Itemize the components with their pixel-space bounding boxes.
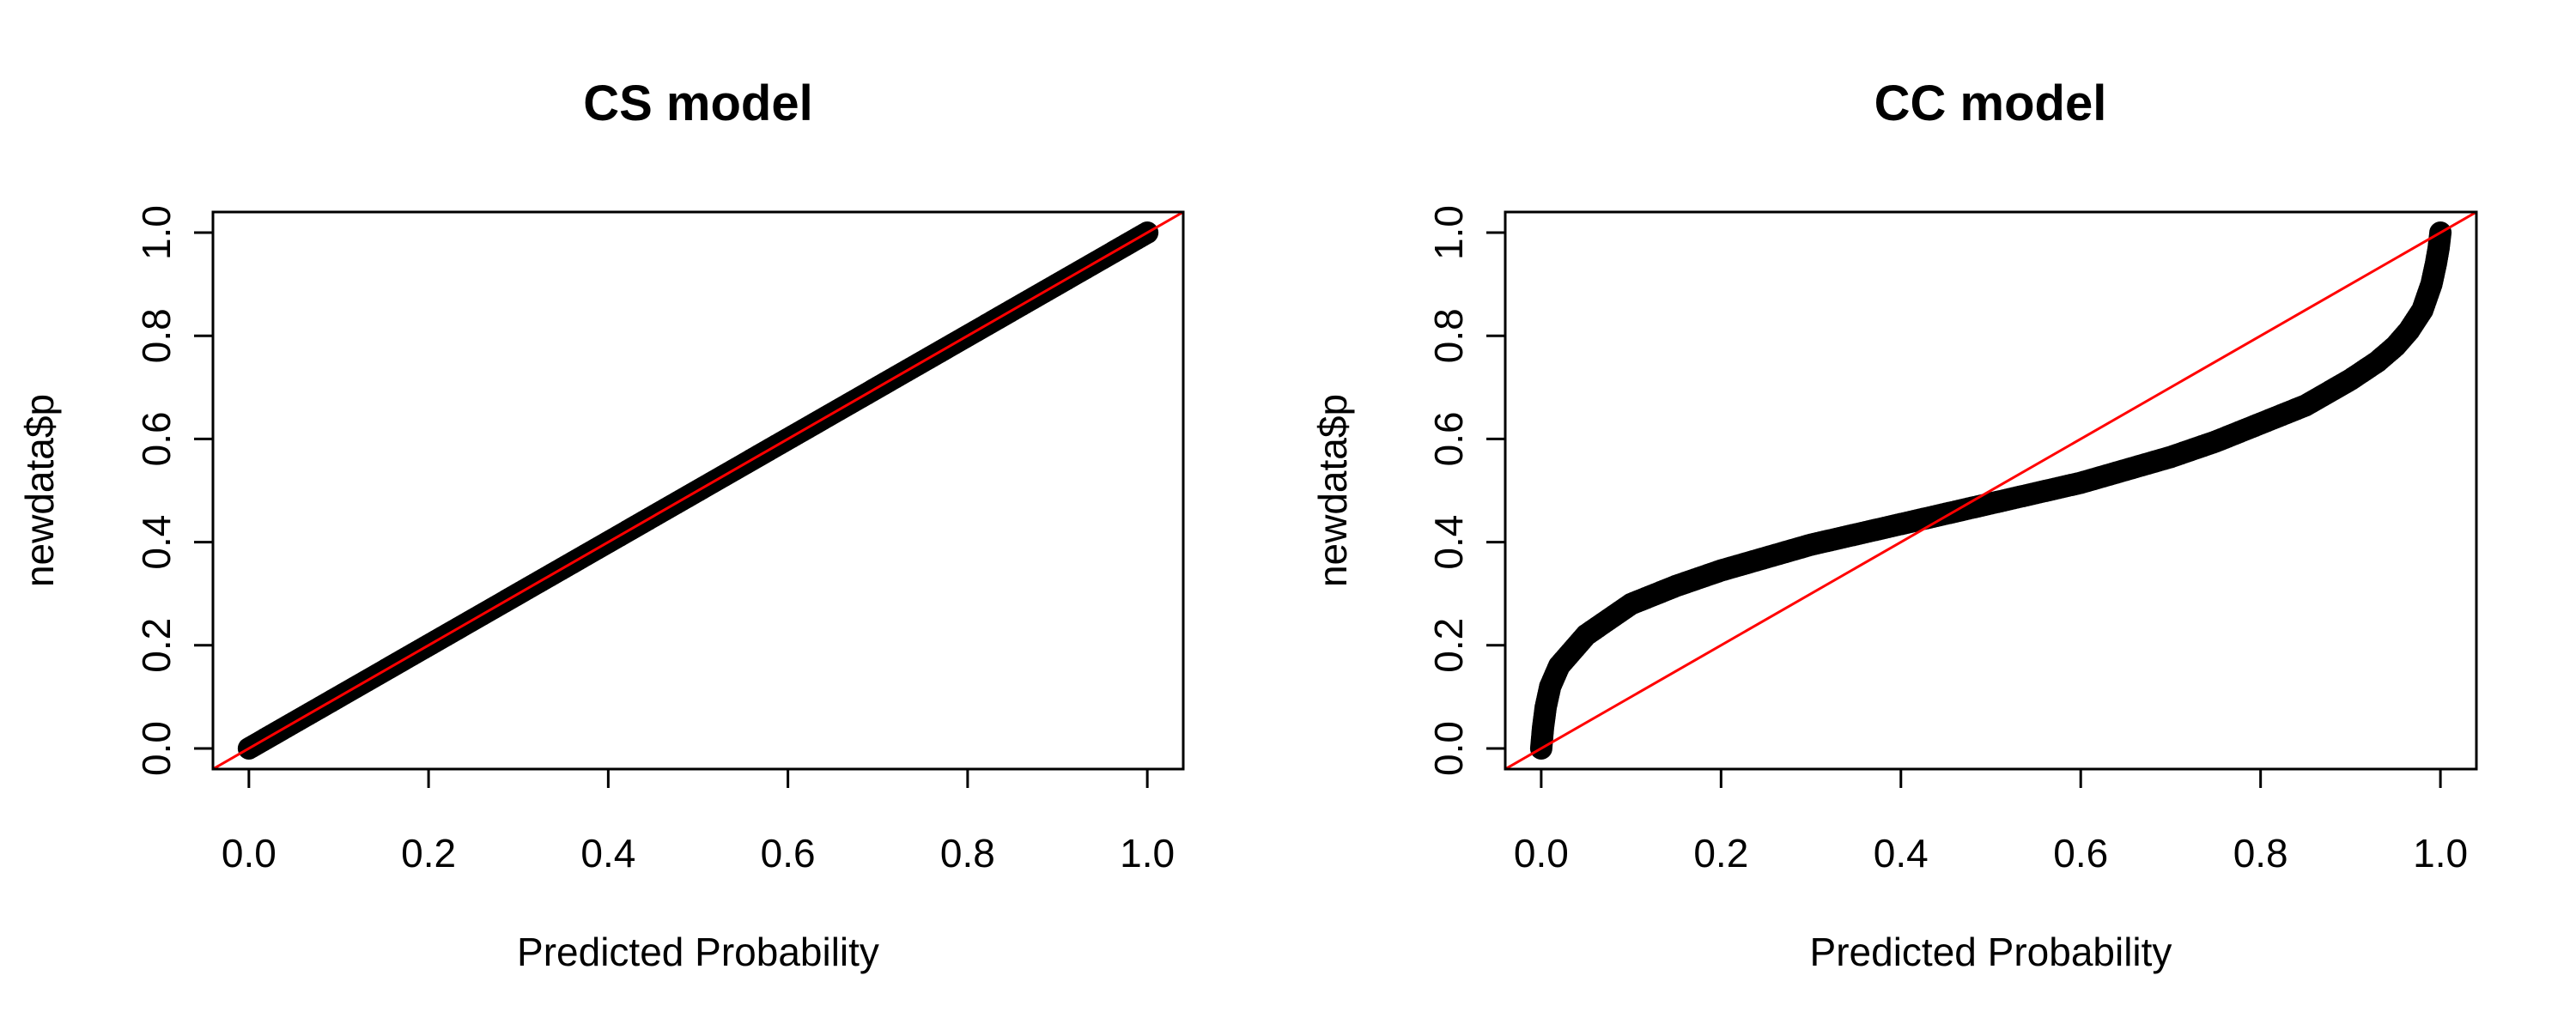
y-tick-label: 0.2 <box>1426 618 1471 673</box>
y-tick-label: 0.4 <box>134 515 179 570</box>
data-points <box>1529 221 2452 760</box>
y-tick-label: 0.0 <box>134 721 179 776</box>
y-tick-label: 1.0 <box>134 205 179 260</box>
x-tick-label: 1.0 <box>2413 831 2468 876</box>
y-tick-label: 0.6 <box>134 411 179 466</box>
x-tick-label: 0.4 <box>580 831 635 876</box>
y-tick-label: 1.0 <box>1426 205 1471 260</box>
y-tick-label: 0.4 <box>1426 515 1471 570</box>
x-tick-label: 0.8 <box>2233 831 2288 876</box>
x-tick-label: 0.6 <box>761 831 816 876</box>
cc-model-panel: CC model 0.0 0.2 0.4 0.6 0.8 1.0 0.0 0.2 0.4 0.6 0.… <box>1310 76 2478 974</box>
y-axis-label: newdata$p <box>1310 394 1355 587</box>
y-tick-label: 0.6 <box>1426 411 1471 466</box>
reference-line <box>1505 212 2476 769</box>
x-tick-label: 0.2 <box>1693 831 1748 876</box>
x-axis-label: Predicted Probability <box>1810 930 2172 974</box>
x-tick-label: 0.8 <box>940 831 995 876</box>
x-tick-label: 0.0 <box>222 831 276 876</box>
y-tick-label: 0.8 <box>134 308 179 363</box>
chart-title: CS model <box>583 76 813 131</box>
x-tick-label: 0.6 <box>2053 831 2108 876</box>
x-tick-label: 0.0 <box>1514 831 1569 876</box>
y-tick-label: 0.0 <box>1426 721 1471 776</box>
chart-title: CC model <box>1874 76 2107 131</box>
x-tick-label: 0.4 <box>1874 831 1929 876</box>
cs-model-panel: CS model 0.0 0.2 0.4 0.6 0.8 1.0 0.0 0.2 0.4 0.6 0.… <box>17 76 1185 974</box>
y-tick-label: 0.8 <box>1426 308 1471 363</box>
reference-line <box>213 212 1183 769</box>
y-axis-label: newdata$p <box>17 394 62 587</box>
x-tick-label: 0.2 <box>401 831 456 876</box>
x-tick-label: 1.0 <box>1120 831 1175 876</box>
y-tick-label: 0.2 <box>134 618 179 673</box>
x-axis-label: Predicted Probability <box>517 930 879 974</box>
